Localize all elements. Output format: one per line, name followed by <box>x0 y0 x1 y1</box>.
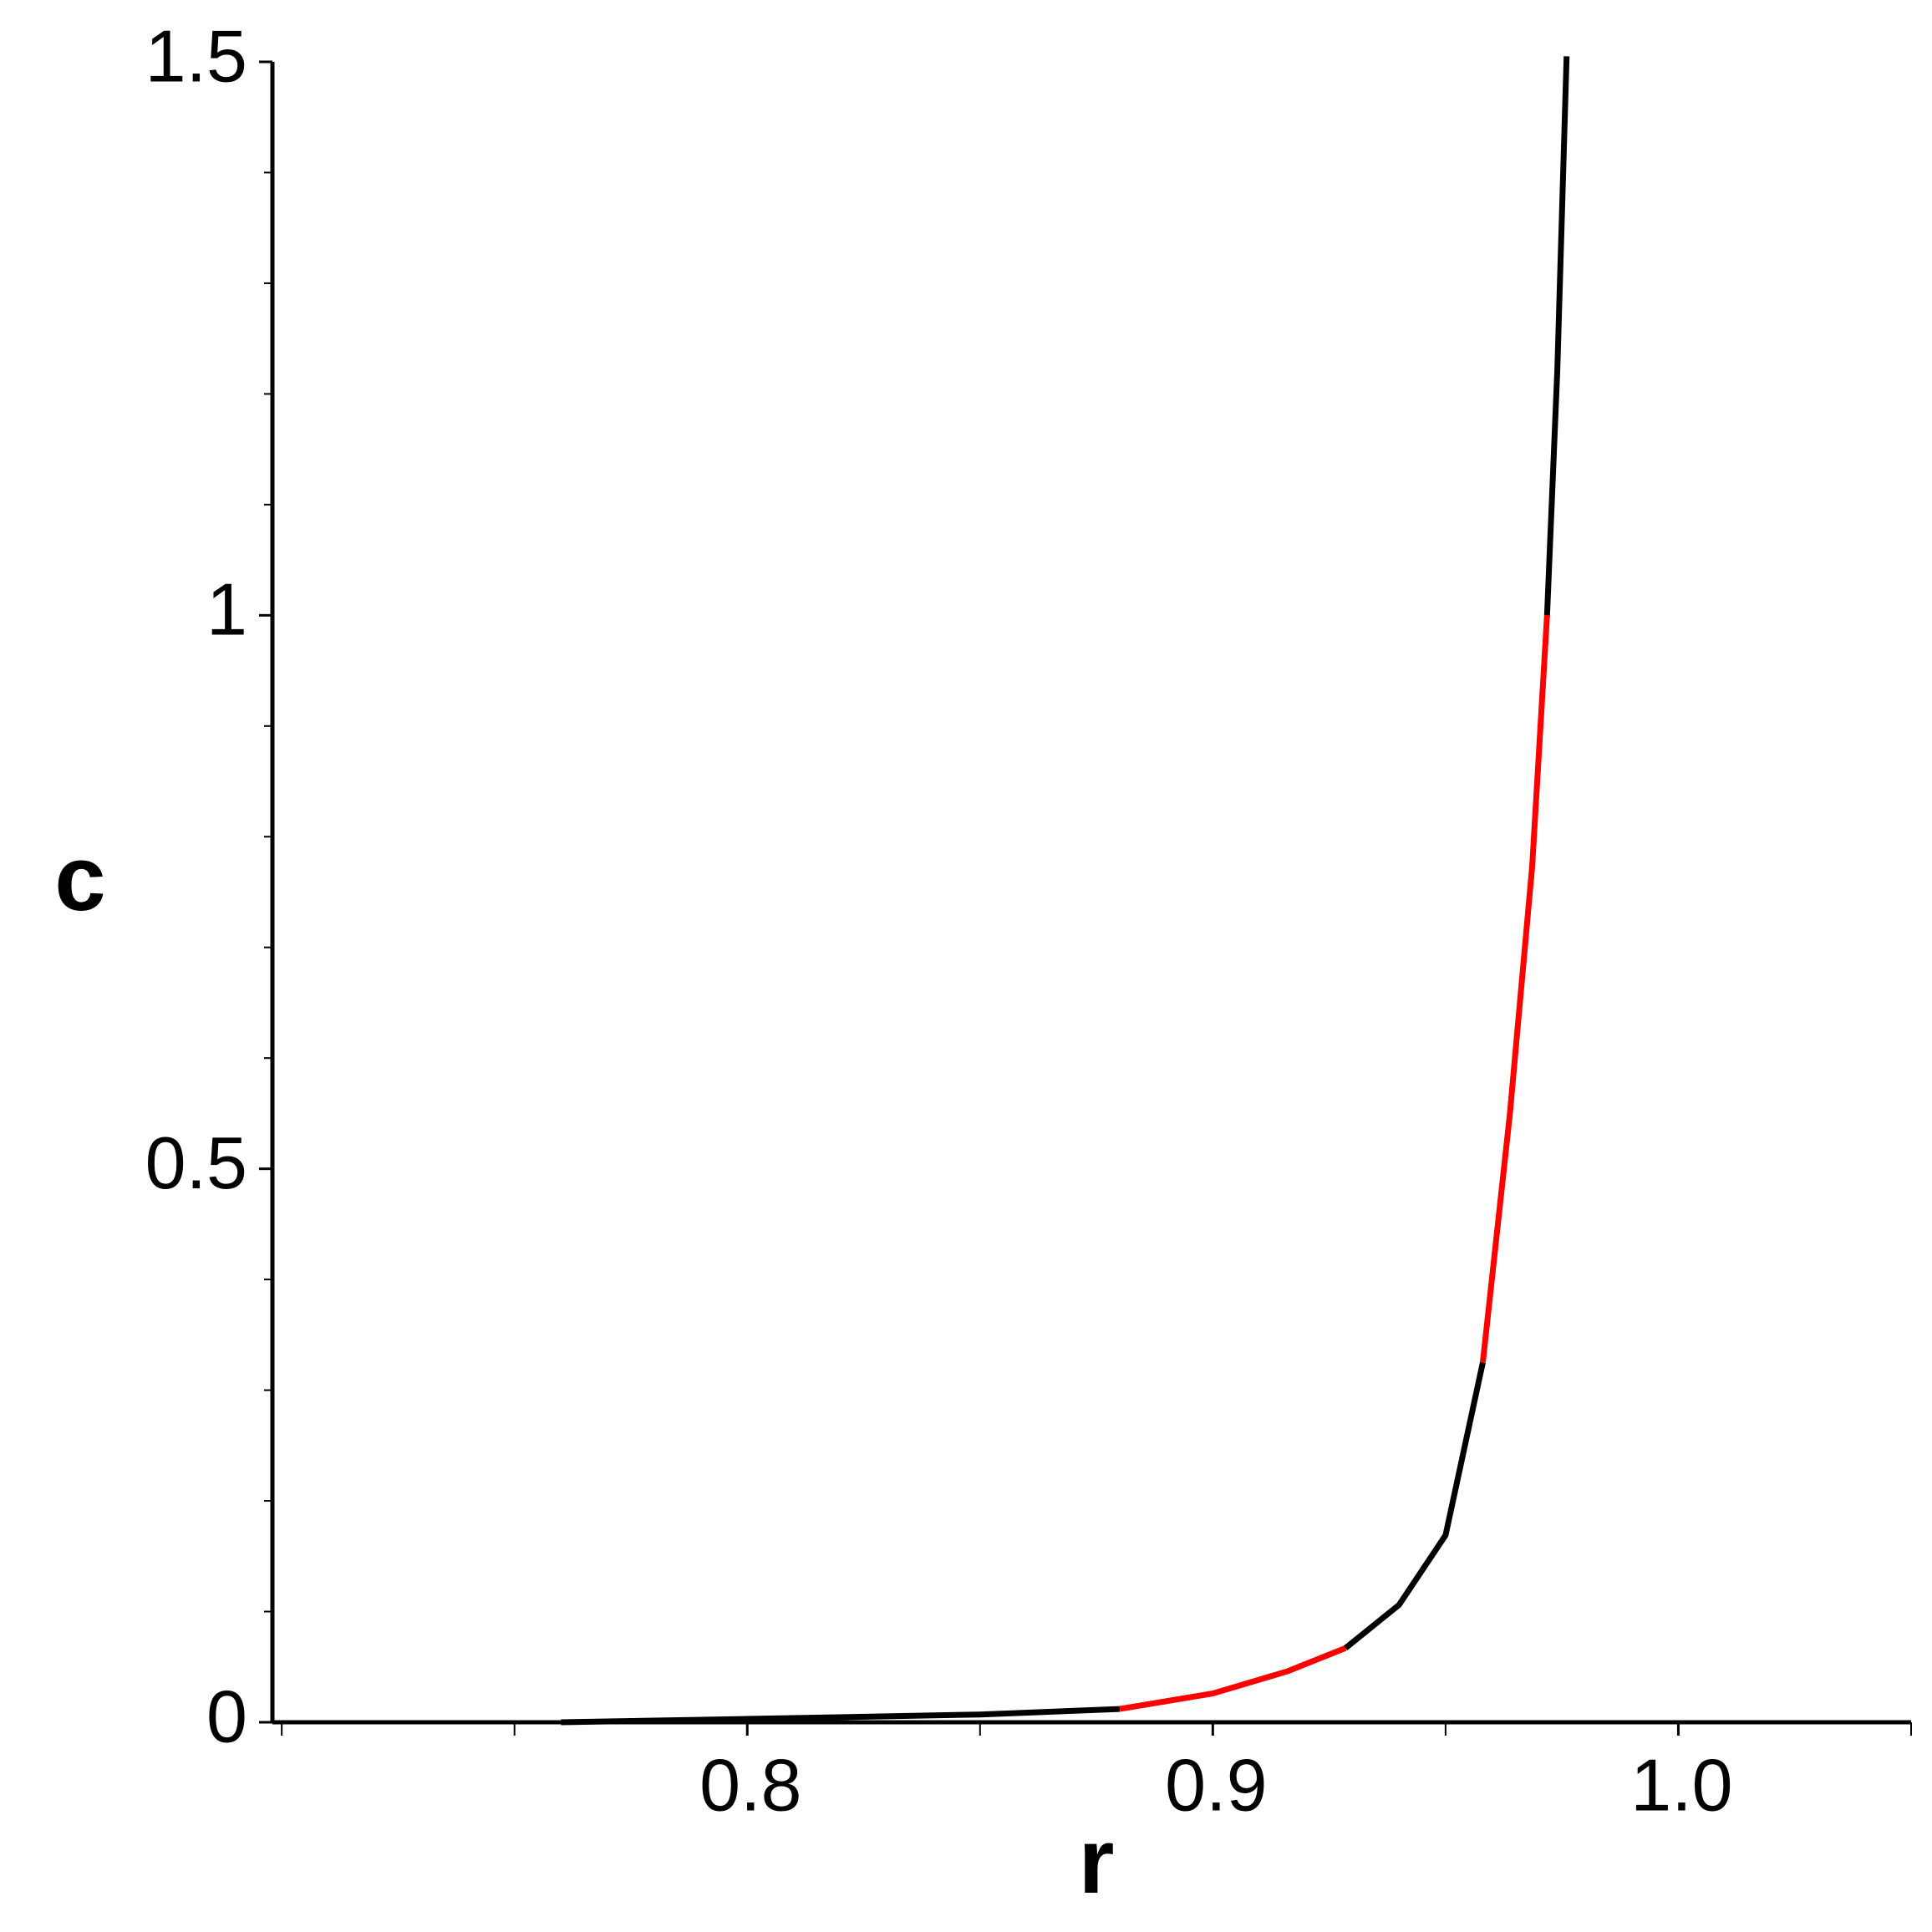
y-tick-label: 0 <box>206 1675 247 1757</box>
x-tick-label: 1.0 <box>1630 1743 1732 1826</box>
line-segment <box>1119 1645 1347 1712</box>
x-tick-label: 0.9 <box>1165 1743 1267 1826</box>
line-segment <box>1343 1361 1486 1650</box>
line-segment <box>561 1706 1121 1726</box>
line-segment <box>1543 56 1570 616</box>
y-tick-label: 1.5 <box>145 14 247 97</box>
x-tick-label: 0.8 <box>699 1743 801 1826</box>
y-axis-title: c <box>54 827 105 930</box>
x-axis-title: r <box>1079 1810 1115 1913</box>
line-segment <box>1479 615 1550 1363</box>
y-tick-label: 0.5 <box>145 1121 247 1204</box>
y-tick-label: 1 <box>206 568 247 651</box>
